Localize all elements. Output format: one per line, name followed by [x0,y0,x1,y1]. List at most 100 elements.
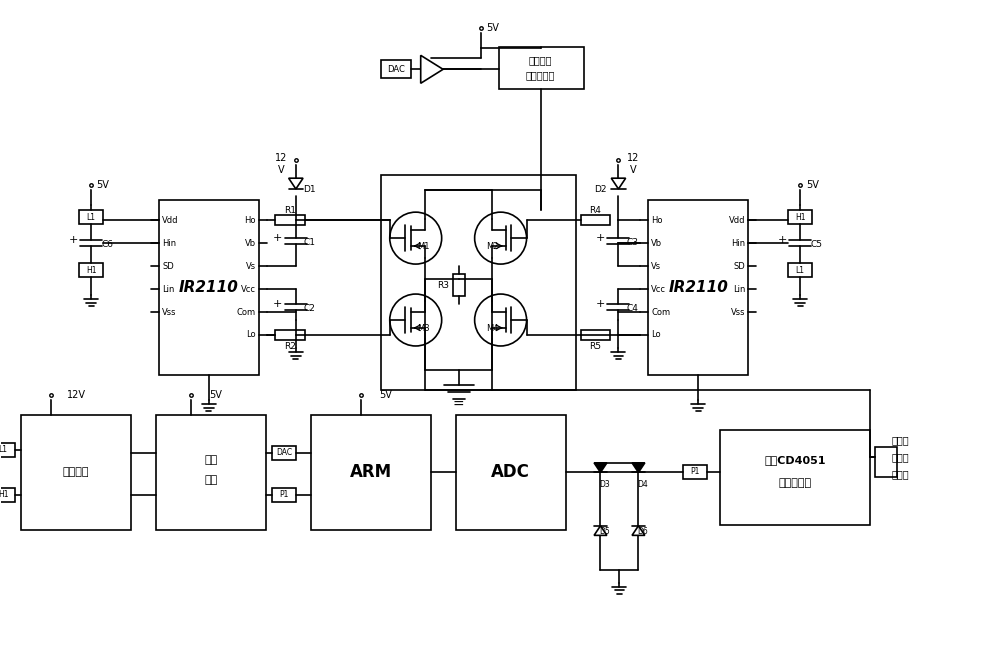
Text: Vs: Vs [651,261,662,271]
Text: Lin: Lin [733,285,745,293]
Text: L1: L1 [796,265,805,275]
Text: Com: Com [651,307,671,317]
Text: +: + [596,233,605,243]
Text: D1: D1 [304,185,316,194]
Text: 换能器: 换能器 [891,469,909,479]
Bar [499,47,584,89]
Text: 体超声: 体超声 [891,452,909,462]
Text: DAC: DAC [387,65,405,74]
Text: D6: D6 [637,527,648,536]
Bar [159,200,259,375]
Text: DAC: DAC [276,448,292,458]
Text: Vcc: Vcc [241,285,256,293]
Text: 5V: 5V [806,180,819,190]
Text: C5: C5 [810,239,822,249]
Bar [788,263,812,277]
Polygon shape [632,463,645,472]
Text: D3: D3 [599,480,610,489]
Text: +: + [273,233,283,243]
Text: R5: R5 [589,342,601,352]
Text: 光耦: 光耦 [204,455,218,465]
Bar [381,61,411,78]
Text: D2: D2 [594,185,607,194]
Bar [875,447,897,477]
Text: Ho: Ho [244,215,256,225]
Text: 12: 12 [275,153,287,163]
Bar [683,465,707,479]
Bar [453,274,465,296]
Text: L1: L1 [0,446,8,454]
Text: 收发一: 收发一 [891,435,909,445]
Bar [311,415,431,530]
Text: M4: M4 [486,323,499,332]
Bar [381,175,576,390]
Polygon shape [421,55,443,83]
Text: 芯片: 芯片 [204,475,218,485]
Text: +: + [596,299,605,309]
Text: 可控直流: 可控直流 [529,55,552,65]
Bar [0,443,15,457]
Polygon shape [632,526,645,535]
Text: Vb: Vb [651,239,663,247]
Text: C2: C2 [304,303,316,313]
Bar [648,200,748,375]
Text: H1: H1 [86,265,96,275]
Polygon shape [594,526,607,535]
Text: 5V: 5V [379,390,392,400]
Text: M2: M2 [486,241,499,251]
Text: R4: R4 [590,205,601,215]
Text: M1: M1 [417,241,430,251]
Text: D5: D5 [599,527,610,536]
Text: 5V: 5V [210,390,222,400]
Text: ARM: ARM [350,463,392,481]
Text: P1: P1 [691,467,700,476]
Polygon shape [594,463,607,472]
Text: 数控衰减器: 数控衰减器 [779,478,812,488]
Text: L1: L1 [87,213,96,221]
Text: H1: H1 [0,490,8,499]
Text: SD: SD [734,261,745,271]
Text: IR2110: IR2110 [179,279,239,295]
Bar [275,330,305,340]
Bar [272,488,296,502]
Text: R2: R2 [284,342,296,352]
Bar [0,488,15,502]
Bar [456,415,566,530]
Text: Hin: Hin [162,239,176,247]
Text: Vdd: Vdd [729,215,745,225]
Text: Vdd: Vdd [162,215,179,225]
Text: 5V: 5V [486,23,499,33]
Text: P1: P1 [279,490,289,499]
Text: Lo: Lo [651,331,661,340]
Text: 高压源芯片: 高压源芯片 [526,70,555,80]
Text: V: V [278,165,284,175]
Bar [156,415,266,530]
Text: Lo: Lo [246,331,256,340]
Text: Ho: Ho [651,215,663,225]
Text: Vb: Vb [245,239,256,247]
Text: C6: C6 [101,239,113,249]
Text: 栅极驱动: 栅极驱动 [63,467,89,477]
Text: V: V [630,165,637,175]
Text: Hin: Hin [731,239,745,247]
Text: Lin: Lin [162,285,174,293]
Text: 12: 12 [627,153,640,163]
Text: SD: SD [162,261,174,271]
Text: Vcc: Vcc [651,285,666,293]
Polygon shape [611,178,626,189]
Text: 基于CD4051: 基于CD4051 [764,455,826,465]
Text: +: + [778,235,787,245]
Text: R3: R3 [437,281,449,289]
Text: H1: H1 [795,213,805,221]
Bar [788,210,812,224]
Text: M3: M3 [417,323,430,332]
Text: C3: C3 [626,237,638,247]
Bar [275,215,305,225]
Text: R1: R1 [284,205,296,215]
Text: Vs: Vs [246,261,256,271]
Text: D4: D4 [637,480,648,489]
Text: 12V: 12V [67,390,86,400]
Text: C4: C4 [627,303,638,313]
Text: Vss: Vss [162,307,177,317]
Text: +: + [273,299,283,309]
